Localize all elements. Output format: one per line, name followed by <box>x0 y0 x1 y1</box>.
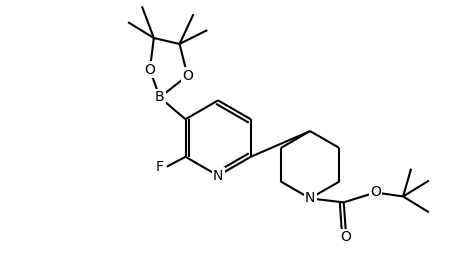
Text: F: F <box>156 160 164 174</box>
Text: O: O <box>340 230 351 244</box>
Text: O: O <box>182 69 193 83</box>
Text: N: N <box>213 169 223 183</box>
Text: O: O <box>370 185 381 199</box>
Text: O: O <box>144 63 155 77</box>
Text: B: B <box>155 90 165 104</box>
Text: N: N <box>305 192 315 206</box>
